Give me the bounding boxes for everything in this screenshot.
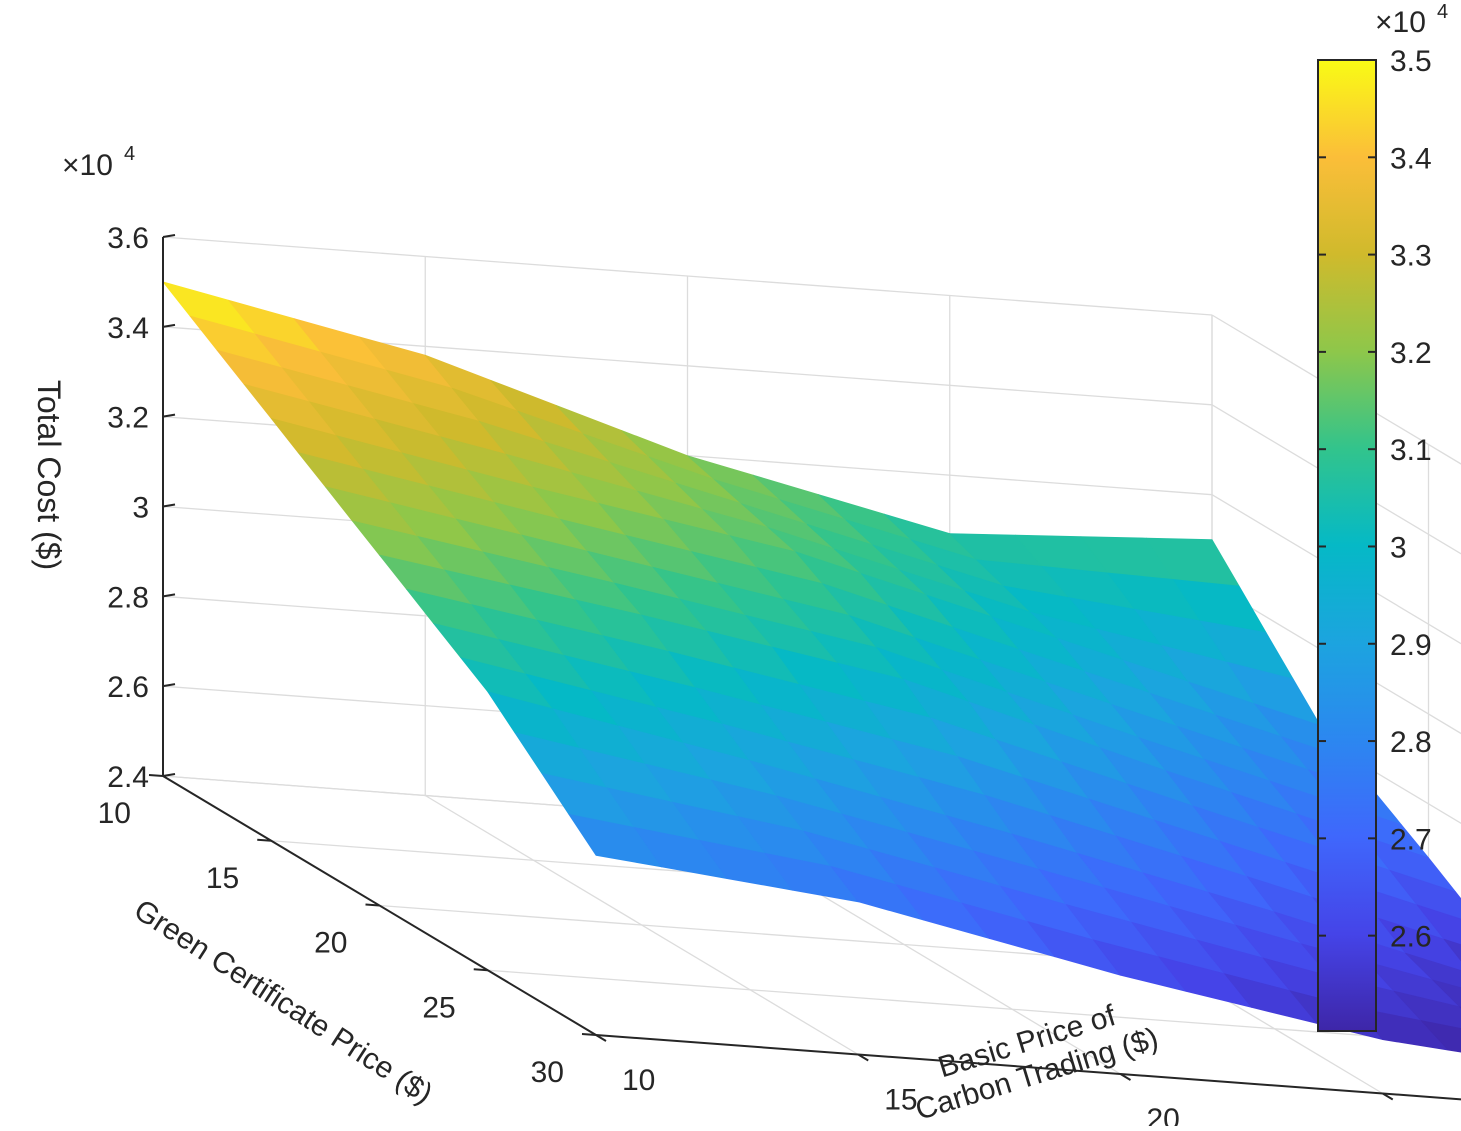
colorbar-tick-label: 2.6 bbox=[1390, 921, 1432, 954]
x-tick-mark bbox=[581, 1033, 597, 1036]
grid-line bbox=[1211, 494, 1461, 645]
x-tick-label: 15 bbox=[206, 862, 239, 895]
x-tick-label: 20 bbox=[314, 927, 347, 960]
y-tick-mark bbox=[1382, 1092, 1394, 1101]
surface-layer bbox=[162, 281, 1461, 1053]
colorbar: 2.6 2.7 2.8 2.9 3 3.1 3.2 3.3 3.4 3.5 ×10 4 bbox=[1317, 1, 1448, 1032]
surface-patch bbox=[1432, 979, 1461, 1008]
surface-patch bbox=[1393, 990, 1461, 1029]
x-tick-label: 30 bbox=[531, 1056, 564, 1089]
y-tick-label: 15 bbox=[884, 1084, 917, 1117]
colorbar-gradient bbox=[1317, 59, 1377, 1032]
colorbar-tick-label: 2.7 bbox=[1390, 823, 1432, 856]
grid-line bbox=[162, 236, 1213, 316]
colorbar-exponent-power: 4 bbox=[1437, 1, 1448, 23]
z-tick-mark bbox=[162, 593, 176, 598]
z-tick-label: 3.6 bbox=[107, 222, 149, 255]
z-tick-mark bbox=[162, 413, 176, 418]
y-tick-label: 20 bbox=[1147, 1103, 1180, 1126]
z-tick-label: 3.2 bbox=[107, 402, 149, 435]
surface-patch bbox=[1443, 938, 1461, 962]
colorbar-tick-label: 2.8 bbox=[1390, 726, 1432, 759]
surface-patch bbox=[1389, 870, 1461, 920]
y-axis-label: Basic Price of Carbon Trading ($) bbox=[912, 999, 1162, 1127]
y-tick-label: 25 bbox=[1409, 1123, 1442, 1127]
z-tick-label: 2.4 bbox=[107, 761, 149, 794]
x-tick-label: 25 bbox=[422, 991, 455, 1024]
z-tick-mark bbox=[162, 503, 176, 508]
grid-line bbox=[424, 794, 859, 1056]
colorbar-tick-label: 3.2 bbox=[1390, 337, 1432, 370]
z-exponent-power: 4 bbox=[124, 143, 135, 165]
z-tick-mark bbox=[162, 234, 176, 238]
x-tick-label: 10 bbox=[98, 797, 131, 830]
grid-line bbox=[1211, 404, 1461, 555]
y-tick-mark bbox=[595, 1034, 607, 1042]
colorbar-tick-label: 3.1 bbox=[1390, 434, 1432, 467]
colorbar-tick-label: 2.9 bbox=[1390, 629, 1432, 662]
colorbar-tick-label: 3 bbox=[1390, 531, 1407, 564]
surface-patch bbox=[1420, 1020, 1461, 1053]
z-tick-label: 3.4 bbox=[107, 312, 149, 345]
surface-patch bbox=[1378, 918, 1461, 972]
grid-line bbox=[1211, 583, 1461, 735]
colorbar-tick-label: 3.4 bbox=[1390, 142, 1432, 175]
surface-patch bbox=[1405, 952, 1461, 989]
z-axis-label: Total Cost ($) bbox=[31, 380, 67, 570]
grid-line bbox=[1211, 314, 1461, 465]
y-tick-mark bbox=[857, 1053, 869, 1062]
z-tick-mark bbox=[162, 323, 176, 328]
colorbar-ticks: 2.6 2.7 2.8 2.9 3 3.1 3.2 3.3 3.4 3.5 bbox=[1318, 45, 1432, 954]
z-tick-label: 2.6 bbox=[107, 671, 149, 704]
y-tick-mark bbox=[1119, 1073, 1132, 1081]
x-tick-mark bbox=[365, 903, 380, 907]
x-tick-mark bbox=[473, 968, 488, 972]
colorbar-tick-label: 3.3 bbox=[1390, 240, 1432, 273]
x-axis-label: Green Certificate Price ($) bbox=[128, 893, 438, 1110]
colorbar-tick-label: 3.5 bbox=[1390, 45, 1432, 78]
colorbar-exponent-base: ×10 bbox=[1375, 6, 1426, 39]
z-tick-label: 3 bbox=[132, 492, 149, 525]
y-tick-label: 10 bbox=[622, 1064, 655, 1097]
z-tick-mark bbox=[162, 773, 176, 777]
z-exponent-base: ×10 bbox=[62, 149, 113, 182]
z-exponent: ×10 4 bbox=[62, 143, 135, 182]
z-tick-mark bbox=[162, 683, 176, 688]
x-tick-mark bbox=[257, 838, 272, 842]
z-tick-label: 2.8 bbox=[107, 581, 149, 614]
x-tick-mark bbox=[148, 774, 164, 777]
